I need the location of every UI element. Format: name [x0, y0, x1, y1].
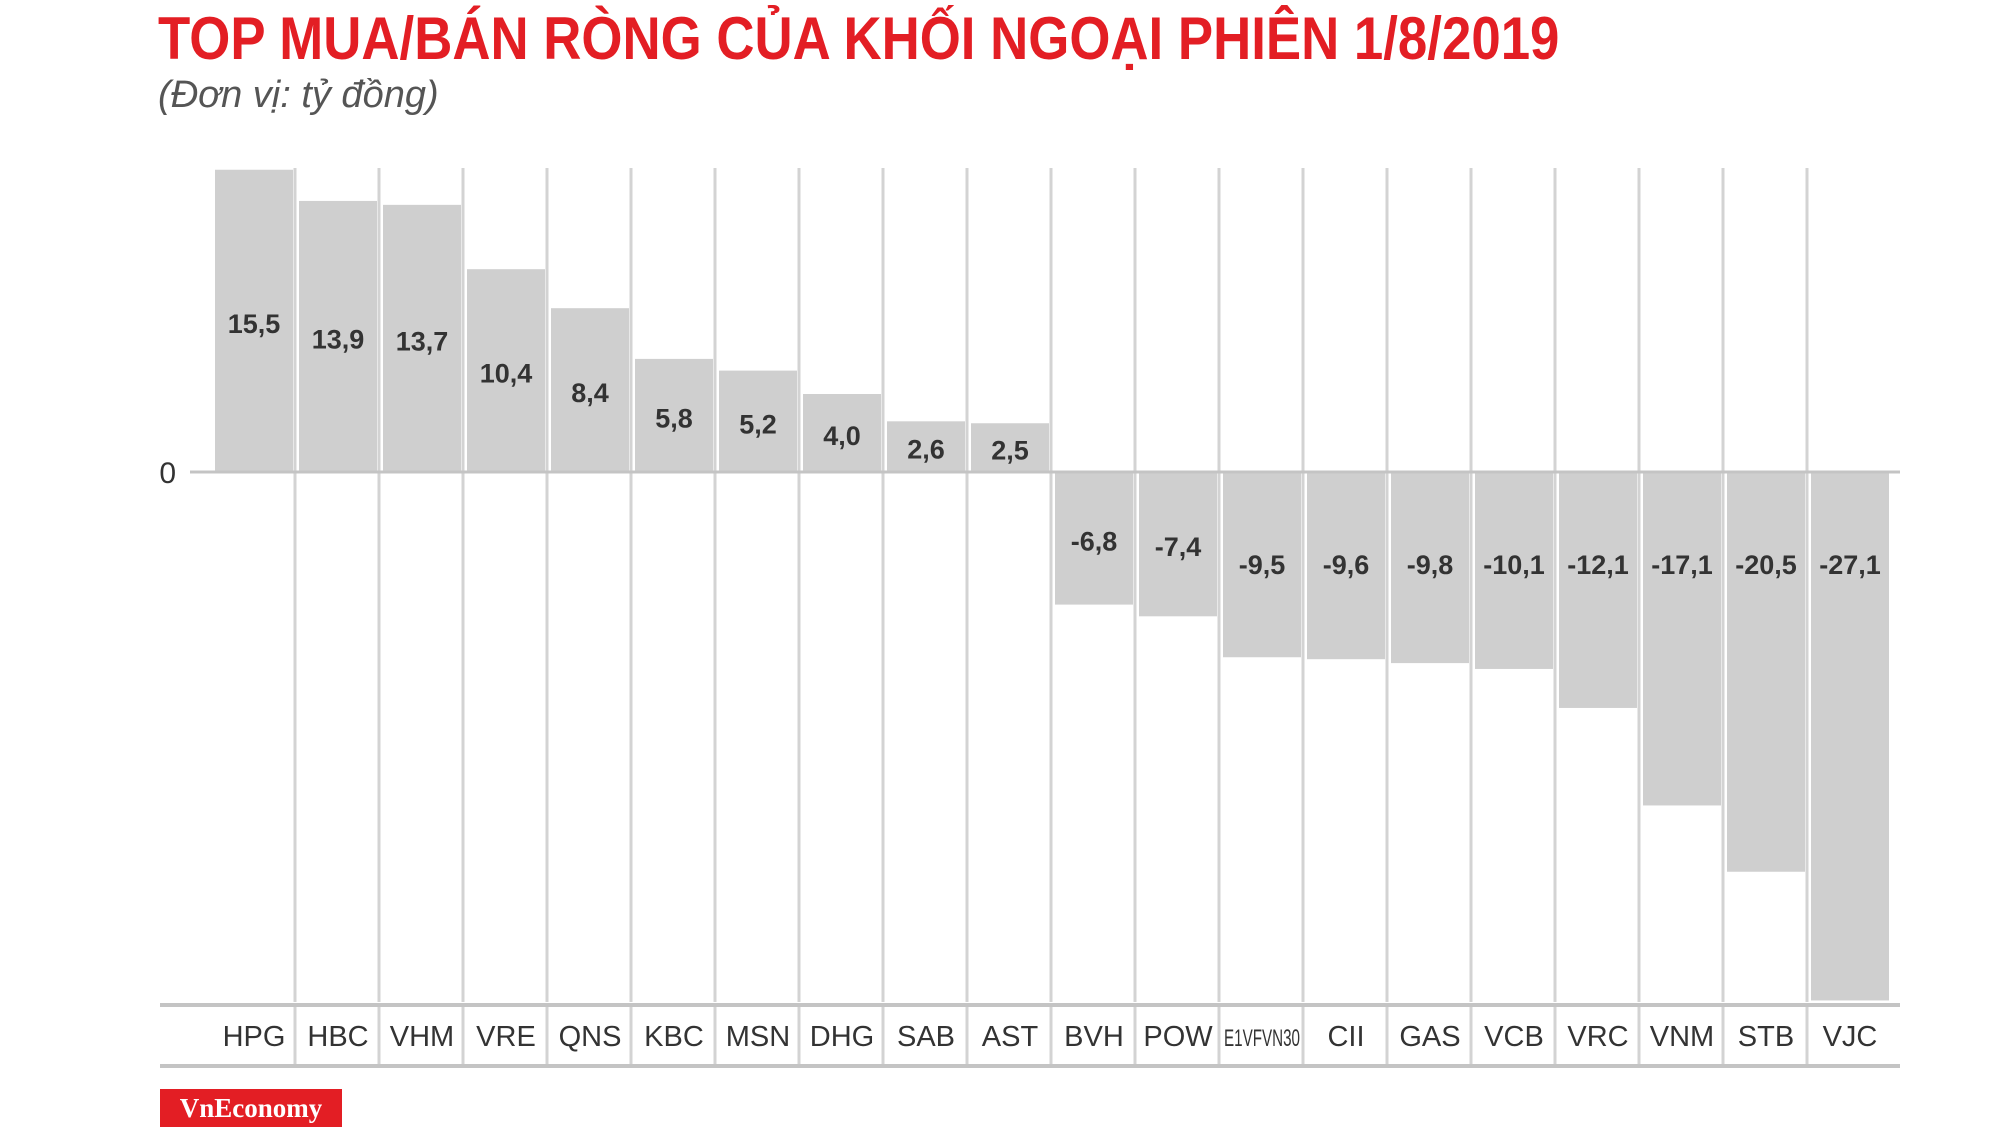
data-label: 8,4: [571, 378, 609, 408]
chart-subtitle: (Đơn vị: tỷ đồng): [158, 74, 439, 116]
bar-kbc: [635, 358, 713, 472]
x-tick-label: VHM: [390, 1021, 454, 1053]
data-label: 13,9: [312, 324, 365, 354]
data-label: -10,1: [1483, 550, 1545, 580]
data-label: -7,4: [1155, 532, 1202, 562]
data-label: -9,5: [1239, 550, 1286, 580]
x-tick-label: VJC: [1823, 1021, 1878, 1053]
data-label: -6,8: [1071, 526, 1118, 556]
data-label: -27,1: [1819, 550, 1881, 580]
x-tick-label: POW: [1143, 1021, 1213, 1053]
data-label: -9,8: [1407, 550, 1454, 580]
bar-gas: [1391, 472, 1469, 664]
x-tick-label: BVH: [1064, 1021, 1124, 1053]
data-label: 15,5: [228, 309, 281, 339]
bar-vhm: [383, 204, 461, 472]
x-tick-label: SAB: [897, 1021, 955, 1053]
bar-cii: [1307, 472, 1385, 660]
x-tick-label: VRE: [476, 1021, 536, 1053]
bar-msn: [719, 370, 797, 472]
x-tick-label: HBC: [307, 1021, 368, 1053]
x-tick-label: VRC: [1567, 1021, 1628, 1053]
bar-vcb: [1475, 472, 1553, 669]
data-label: -20,5: [1735, 550, 1797, 580]
data-label: 2,6: [907, 435, 945, 465]
data-label: 2,5: [991, 436, 1029, 466]
y-tick-label-zero: 0: [159, 457, 176, 490]
bar-vjc: [1811, 472, 1889, 1001]
x-tick-label: VCB: [1484, 1021, 1544, 1053]
bar-vre: [467, 269, 545, 472]
data-label: 5,8: [655, 403, 693, 433]
x-tick-label: QNS: [559, 1021, 622, 1053]
bar-qns: [551, 308, 629, 472]
x-tick-label: VNM: [1650, 1021, 1714, 1053]
x-tick-label: MSN: [726, 1021, 790, 1053]
data-label: -12,1: [1567, 550, 1629, 580]
bar-dhg: [803, 394, 881, 472]
vneconomy-logo: VnEconomy: [160, 1089, 342, 1127]
bar-vrc: [1559, 472, 1637, 708]
data-label: 10,4: [480, 359, 533, 389]
bar-stb: [1727, 472, 1805, 872]
x-tick-label: GAS: [1399, 1021, 1460, 1053]
bar-bvh: [1055, 472, 1133, 605]
data-label: 5,2: [739, 409, 777, 439]
bar-ast: [971, 423, 1049, 472]
data-label: 4,0: [823, 421, 861, 451]
x-tick-label: DHG: [810, 1021, 874, 1053]
bar-vnm: [1643, 472, 1721, 806]
chart-title: TOP MUA/BÁN RÒNG CỦA KHỐI NGOẠI PHIÊN 1/…: [158, 5, 1560, 72]
data-label: 13,7: [396, 326, 449, 356]
bar-e1vfvn30: [1223, 472, 1301, 658]
x-tick-label: HPG: [223, 1021, 286, 1053]
x-tick-label: CII: [1327, 1021, 1364, 1053]
data-label: -17,1: [1651, 550, 1713, 580]
x-tick-label: STB: [1738, 1021, 1794, 1053]
x-tick-label: AST: [982, 1021, 1039, 1053]
bar-hpg: [215, 169, 293, 472]
bar-sab: [887, 421, 965, 472]
x-tick-label: KBC: [644, 1021, 704, 1053]
bar-pow: [1139, 472, 1217, 617]
bar-hbc: [299, 200, 377, 472]
x-tick-label: E1VFVN30: [1224, 1025, 1300, 1052]
data-label: -9,6: [1323, 550, 1370, 580]
